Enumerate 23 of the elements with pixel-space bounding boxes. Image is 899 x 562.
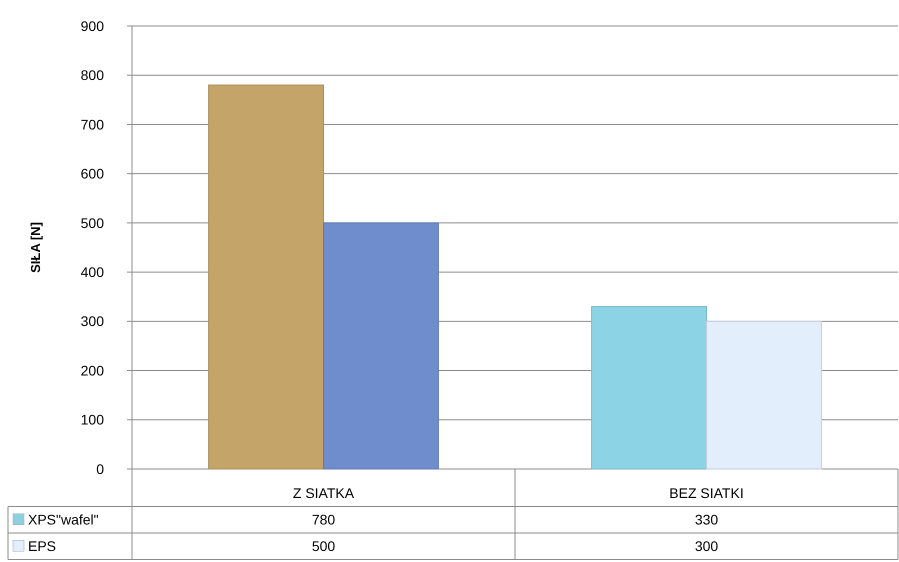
legend-label: XPS"wafel" xyxy=(28,512,99,528)
y-tick-label: 800 xyxy=(80,67,104,84)
y-tick-label: 500 xyxy=(80,214,104,231)
x-tick-label: Z SIATKA xyxy=(292,485,355,502)
y-tick-label: 0 xyxy=(96,460,104,477)
y-tick-label: 400 xyxy=(80,264,104,280)
legend-label: EPS xyxy=(28,538,56,554)
bar xyxy=(591,306,707,470)
bar xyxy=(323,222,439,470)
y-tick-label: 900 xyxy=(80,18,104,34)
y-axis-title: SIŁA [N] xyxy=(28,222,43,273)
data-label: 780 xyxy=(312,512,336,528)
bar xyxy=(208,84,324,470)
y-tick-label: 100 xyxy=(80,412,104,428)
y-tick-label: 600 xyxy=(80,166,104,182)
y-tick-label: 200 xyxy=(80,362,104,378)
x-tick-label: BEZ SIATKI xyxy=(669,485,744,502)
data-label: 300 xyxy=(694,538,718,554)
y-tick-label: 300 xyxy=(80,313,104,330)
data-label: 500 xyxy=(312,538,336,554)
bar xyxy=(706,320,822,470)
data-label: 330 xyxy=(694,512,718,528)
y-tick-label: 700 xyxy=(80,116,104,132)
